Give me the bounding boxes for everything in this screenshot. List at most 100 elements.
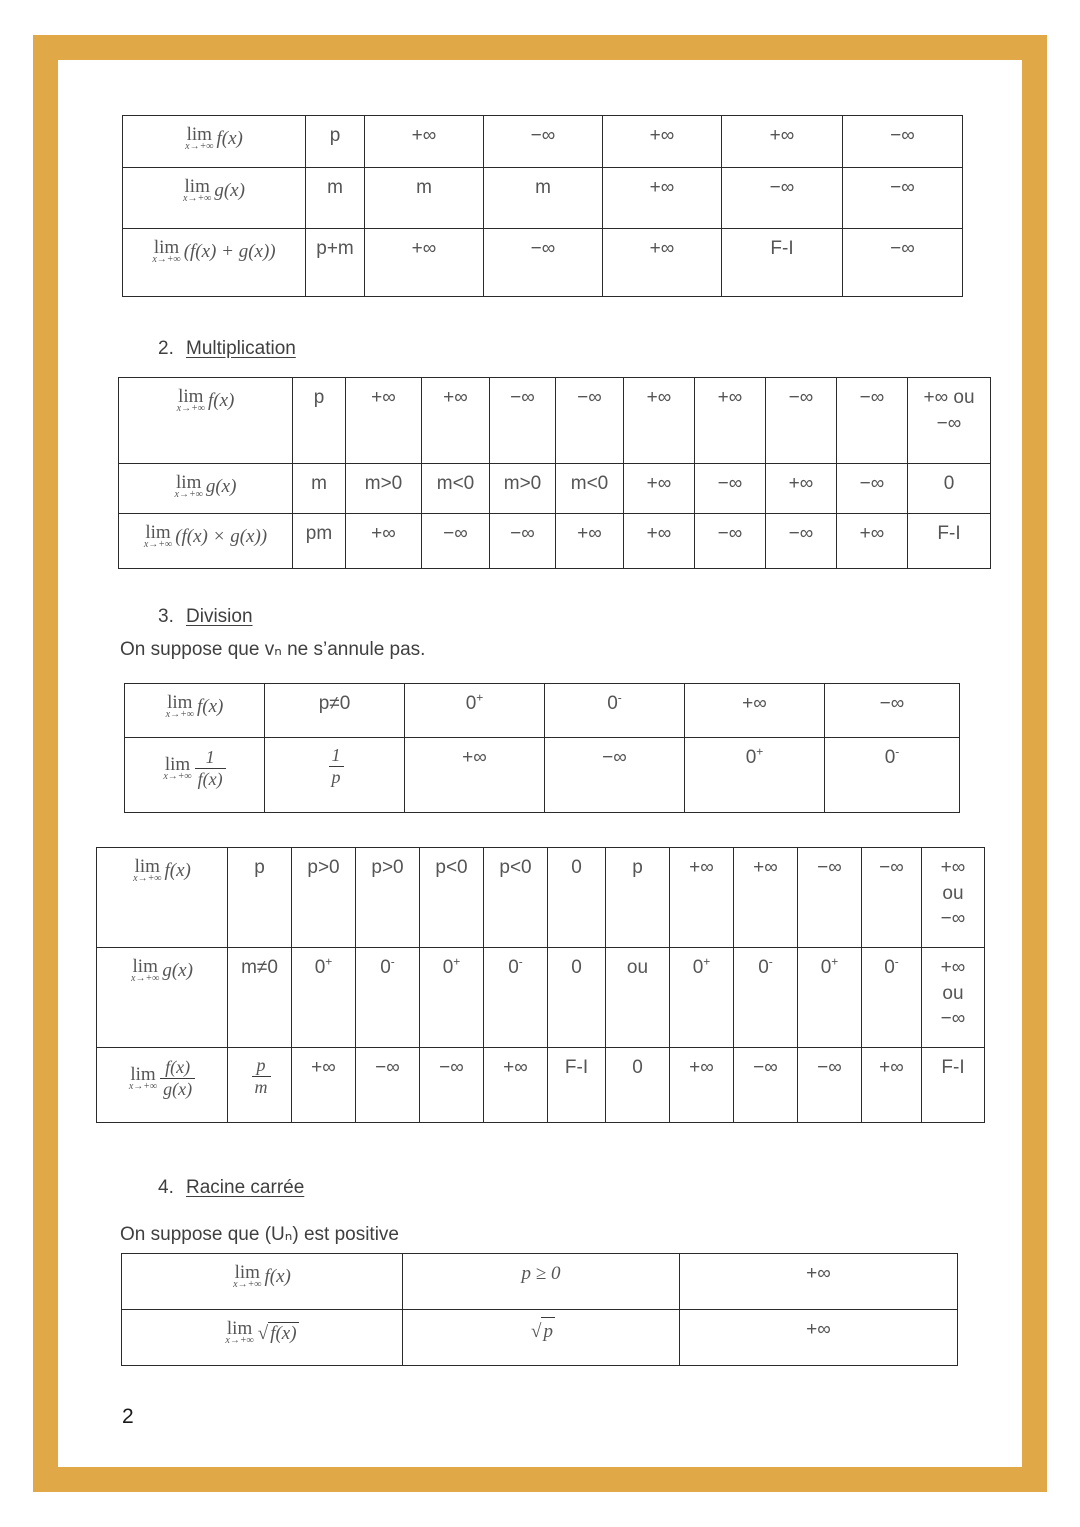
table-row: lim x→+∞ g(x) m m m +∞ −∞ −∞ [122, 167, 963, 229]
cell-base: 0 [508, 957, 519, 978]
racine-note: On suppose que (Uₙ) est positive [120, 1224, 399, 1245]
table-cell: F-I [547, 1047, 606, 1123]
lim-word: lim [234, 1262, 260, 1283]
table-cell: p>0 [355, 847, 420, 948]
lim-word: lim [145, 522, 171, 543]
function-f: f(x) [164, 860, 191, 881]
table-cell: −∞ [861, 847, 922, 948]
fraction-denominator: p [328, 765, 344, 788]
table-cell: −∞ [694, 513, 766, 569]
fraction-denominator: g(x) [160, 1077, 196, 1100]
lim-subscript: x→+∞ [152, 254, 181, 265]
lim-subscript: x→+∞ [131, 973, 160, 984]
table-cell: −∞ [842, 167, 963, 229]
cell-base: 0 [745, 747, 757, 768]
table-cell: −∞ [489, 513, 556, 569]
table-row: lim x→+∞ f(x) p +∞ −∞ +∞ +∞ −∞ [122, 115, 963, 168]
table-cell: +∞ [421, 377, 490, 464]
racine-limits-table: lim x→+∞ f(x) p ≥ 0 +∞ lim x→+∞ √ f(x) [121, 1253, 958, 1366]
addition-limits-table: lim x→+∞ f(x) p +∞ −∞ +∞ +∞ −∞ lim [122, 115, 963, 297]
cell-base: 0 [380, 957, 391, 978]
table-cell: +∞ [291, 1047, 356, 1123]
row-label-lim-f: lim x→+∞ f(x) [122, 115, 306, 168]
fraction-one-over-f: 1 f(x) [194, 747, 226, 790]
table-cell: p [305, 115, 365, 168]
table-cell: −∞ [842, 115, 963, 168]
row-label-lim-f: lim x→+∞ f(x) [121, 1253, 403, 1310]
lim-subscript: x→+∞ [143, 539, 173, 550]
table-cell: −∞ [421, 513, 490, 569]
table-cell: +∞ [679, 1309, 958, 1366]
table-cell: +∞ [602, 115, 722, 168]
table-cell: +∞ [861, 1047, 922, 1123]
table-cell: −∞ [544, 737, 685, 813]
table-cell: 0+ [669, 947, 734, 1048]
fraction-denominator: f(x) [194, 767, 226, 790]
table-cell: 0- [861, 947, 922, 1048]
lim-word: lim [176, 472, 202, 493]
table-cell: pm [292, 513, 346, 569]
function-g: g(x) [205, 476, 237, 497]
section-number: 2. [158, 338, 174, 359]
cell-line-1: +∞ [940, 957, 966, 978]
table-cell: −∞ [765, 377, 837, 464]
table-cell: 0- [824, 737, 960, 813]
table-cell: 0+ [419, 947, 484, 1048]
section-number: 4. [158, 1177, 174, 1198]
row-label-lim-inverse-f: lim x→+∞ 1 f(x) [124, 737, 265, 813]
section-heading-racine: 4. Racine carrée [158, 1177, 304, 1199]
table-cell: 0- [544, 683, 685, 738]
table-cell: 0- [483, 947, 548, 1048]
sqrt-radicand: f(x) [268, 1322, 299, 1344]
table-cell: 0+ [684, 737, 825, 813]
function-f: f(x) [216, 128, 243, 149]
section-heading-multiplication: 2. Multiplication [158, 338, 296, 360]
cell-superscript: + [453, 954, 461, 969]
table-row: lim x→+∞ g(x) m m>0 m<0 m>0 m<0 +∞ −∞ +∞… [118, 463, 991, 514]
page-number: 2 [122, 1405, 134, 1428]
row-label-lim-quotient: lim x→+∞ f(x) g(x) [96, 1047, 228, 1123]
product-expression: (f(x) × g(x)) [175, 526, 268, 547]
cell-superscript: + [476, 690, 484, 705]
table-cell: p<0 [419, 847, 484, 948]
lim-subscript: x→+∞ [233, 1279, 262, 1290]
lim-subscript: x→+∞ [133, 873, 162, 884]
table-cell: m>0 [345, 463, 422, 514]
table-row: lim x→+∞ (f(x) × g(x)) pm +∞ −∞ −∞ +∞ +∞… [118, 513, 991, 569]
cell-base: 0 [758, 957, 769, 978]
table-cell: +∞ [364, 228, 484, 297]
table-cell: −∞ [797, 847, 862, 948]
inverse-limits-table: lim x→+∞ f(x) p≠0 0+ 0- +∞ −∞ lim x→+∞ [124, 683, 960, 813]
table-cell-multiline: +∞ ou −∞ [921, 847, 985, 948]
table-cell-multiline: +∞ ou −∞ [907, 377, 991, 464]
cell-base: 0 [442, 957, 454, 978]
sqrt-f-expression: √ f(x) [257, 1322, 299, 1344]
table-cell: m [483, 167, 603, 229]
lim-word: lim [134, 856, 160, 877]
cell-base: 0 [884, 747, 896, 768]
table-cell: +∞ [669, 1047, 734, 1123]
row-label-lim-f: lim x→+∞ f(x) [118, 377, 293, 464]
cell-line-2: −∞ [936, 412, 962, 434]
table-cell: p [292, 377, 346, 464]
table-cell: −∞ [765, 513, 837, 569]
function-f: f(x) [264, 1266, 291, 1287]
cell-superscript: - [895, 744, 900, 759]
table-cell-multiline: +∞ ou −∞ [921, 947, 985, 1048]
cell-superscript: + [703, 954, 711, 969]
table-cell: 0 [547, 847, 606, 948]
fraction-numerator: 1 [205, 747, 215, 767]
section-title: Division [186, 606, 253, 627]
table-cell: +∞ [836, 513, 908, 569]
table-cell: −∞ [355, 1047, 420, 1123]
lim-word: lim [178, 386, 204, 407]
row-label-lim-g: lim x→+∞ g(x) [118, 463, 293, 514]
table-row: lim x→+∞ f(x) p +∞ +∞ −∞ −∞ +∞ +∞ −∞ −∞ … [118, 377, 991, 464]
table-cell: −∞ [721, 167, 843, 229]
table-cell: −∞ [797, 1047, 862, 1123]
table-row: lim x→+∞ f(x) p p>0 p>0 p<0 p<0 0 p +∞ +… [96, 847, 985, 948]
table-cell: F-I [907, 513, 991, 569]
